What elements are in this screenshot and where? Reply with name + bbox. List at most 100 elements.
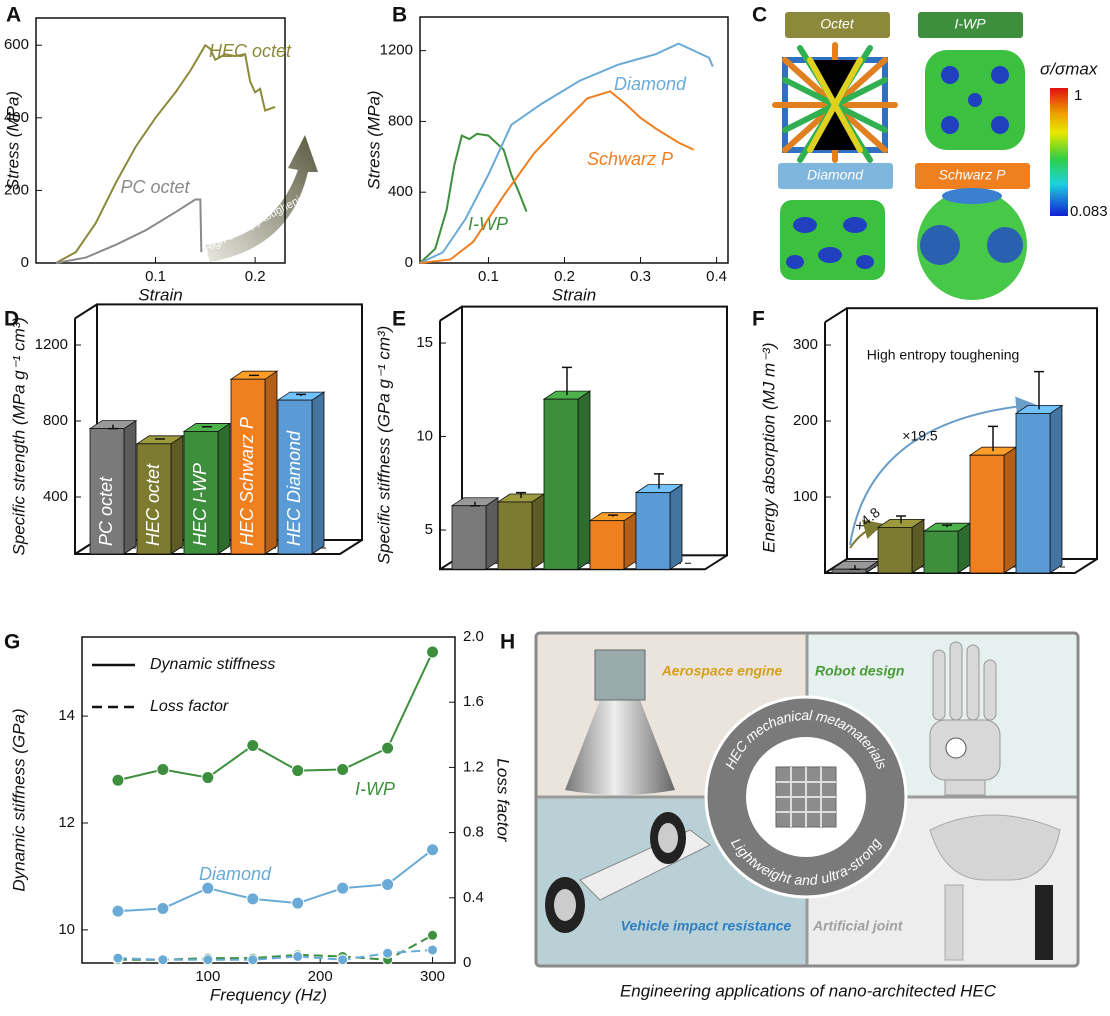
legend-label: Dynamic stiffness bbox=[150, 656, 275, 673]
structure-label: I-WP bbox=[954, 16, 986, 32]
colorbar-title: σ/σmax bbox=[1040, 59, 1098, 78]
octet-lattice bbox=[772, 42, 898, 163]
panel-label: F bbox=[752, 308, 765, 331]
quadrant-label: Artificial joint bbox=[812, 918, 904, 934]
y-axis-title: Dynamic stiffness (GPa) bbox=[9, 708, 28, 891]
bar-side bbox=[957, 522, 971, 574]
annotation-arrow bbox=[849, 396, 1036, 546]
annotation: ×19.5 bbox=[902, 428, 938, 444]
y-tick-label: 200 bbox=[793, 412, 818, 429]
x-axis-title: Strain bbox=[138, 285, 182, 304]
y-tick-label: 800 bbox=[43, 412, 68, 429]
y-tick-label: 10 bbox=[58, 921, 75, 938]
bar bbox=[831, 568, 867, 574]
bar bbox=[969, 454, 1005, 574]
data-point bbox=[156, 901, 170, 915]
y-axis-title: Loss factor bbox=[494, 758, 513, 842]
x-tick-label: 0.2 bbox=[245, 268, 266, 285]
panel-label: A bbox=[6, 4, 21, 27]
error-bar bbox=[988, 425, 998, 452]
y-tick-label: 2.0 bbox=[463, 628, 484, 645]
annotation-arrow bbox=[849, 519, 884, 549]
sem-lattice bbox=[776, 767, 836, 827]
bar-side bbox=[311, 391, 325, 555]
annotation: High entropy toughening bbox=[867, 347, 1020, 363]
error-bar bbox=[516, 491, 526, 498]
bar-label: HEC octet bbox=[143, 463, 163, 546]
robot-joint bbox=[945, 737, 967, 759]
label-box bbox=[778, 163, 893, 189]
panel-label: H bbox=[500, 631, 515, 654]
data-point bbox=[112, 952, 124, 964]
structure-label: Octet bbox=[820, 16, 855, 32]
data-point bbox=[381, 741, 395, 755]
series-label: PC octet bbox=[120, 177, 190, 197]
engine-top bbox=[594, 649, 646, 701]
data-point bbox=[202, 954, 214, 966]
x-tick-label: 0.1 bbox=[478, 268, 499, 285]
bar bbox=[923, 530, 959, 574]
error-bar bbox=[202, 425, 212, 428]
data-point bbox=[246, 892, 260, 906]
series-label: I-WP bbox=[355, 779, 395, 799]
y-tick-label: 0.8 bbox=[463, 824, 484, 841]
bar-side bbox=[123, 419, 137, 555]
x-tick-label: 100 bbox=[195, 968, 220, 985]
y-axis-title: Stress (MPa) bbox=[3, 91, 22, 190]
data-point bbox=[336, 763, 350, 777]
legend-label: Loss factor bbox=[150, 698, 229, 715]
pelvis bbox=[929, 814, 1061, 881]
colorbar bbox=[1050, 88, 1068, 216]
y-tick-label: 0 bbox=[405, 254, 413, 271]
bar-side bbox=[577, 390, 591, 571]
bar-side bbox=[531, 493, 545, 571]
bar bbox=[877, 527, 913, 574]
data-point bbox=[292, 950, 304, 962]
schwarz-hole bbox=[942, 188, 1002, 204]
bar bbox=[277, 399, 313, 555]
label-box bbox=[918, 12, 1023, 38]
bar bbox=[183, 431, 219, 555]
bar bbox=[451, 505, 487, 570]
bar-label: HEC Diamond bbox=[284, 430, 304, 546]
y-tick-label: 400 bbox=[4, 109, 29, 126]
data-point bbox=[111, 904, 125, 918]
label-box bbox=[785, 12, 890, 38]
error-bar bbox=[155, 438, 165, 440]
x-axis-title: Strain bbox=[552, 285, 596, 304]
data-line bbox=[55, 198, 203, 264]
y-tick-label: 300 bbox=[793, 336, 818, 353]
y-tick-label: 400 bbox=[388, 183, 413, 200]
series-label: Diamond bbox=[199, 864, 272, 884]
y-tick-label: 0.4 bbox=[463, 889, 484, 906]
rims bbox=[554, 823, 678, 921]
bar bbox=[589, 520, 625, 570]
bar-side bbox=[623, 511, 637, 571]
structure-label: Diamond bbox=[807, 167, 864, 183]
panel-h: HEC mechanical metamaterials Lightweight… bbox=[534, 631, 1080, 968]
y-tick-label: 14 bbox=[58, 707, 75, 724]
plot-frame bbox=[419, 16, 729, 264]
y-tick-label: 0 bbox=[463, 954, 471, 971]
bar bbox=[230, 378, 266, 555]
femur bbox=[944, 884, 964, 961]
annotation: High entropy toughening bbox=[202, 188, 313, 255]
bar-label: PC octet bbox=[96, 476, 116, 546]
bar-side bbox=[485, 496, 499, 571]
engine-nozzle bbox=[565, 700, 675, 795]
y-tick-label: 1.2 bbox=[463, 758, 484, 775]
y-tick-label: 1200 bbox=[35, 336, 68, 353]
y-tick-label: 10 bbox=[416, 428, 433, 445]
error-bar bbox=[942, 524, 952, 528]
plot-frame bbox=[81, 636, 456, 964]
error-bar bbox=[562, 366, 572, 396]
bar bbox=[89, 428, 125, 555]
error-bar bbox=[850, 565, 860, 570]
schwarz-hole bbox=[987, 227, 1023, 263]
y-tick-label: 800 bbox=[388, 112, 413, 129]
x-tick-label: 0.4 bbox=[706, 268, 727, 285]
bar bbox=[1015, 412, 1051, 574]
label-box bbox=[915, 163, 1030, 189]
x-tick-label: 0.2 bbox=[554, 268, 575, 285]
y-tick-label: 100 bbox=[793, 488, 818, 505]
